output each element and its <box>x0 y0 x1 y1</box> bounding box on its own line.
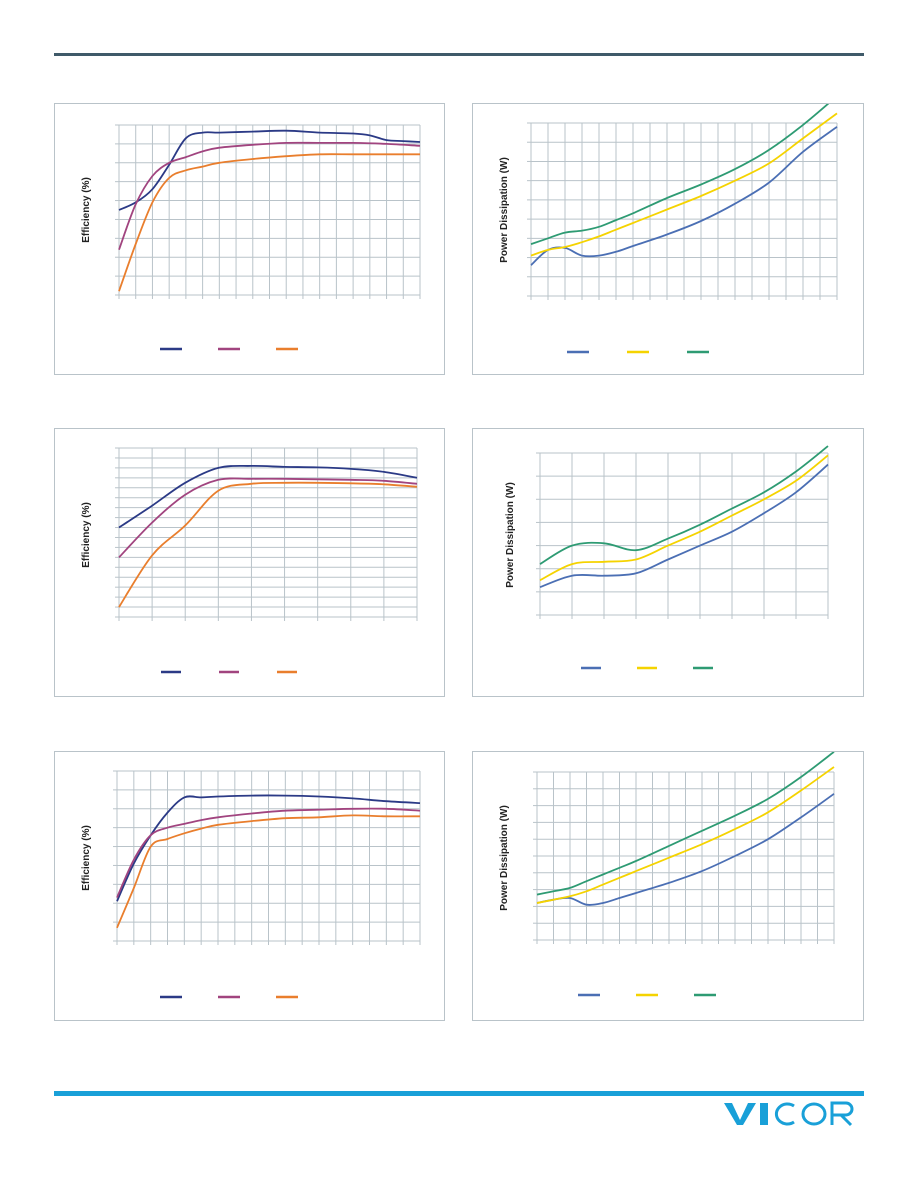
chart-svg: Power Dissipation (W) <box>499 752 835 997</box>
series-line-1 <box>118 129 421 211</box>
efficiency-chart-1: Efficiency (%) <box>54 103 445 375</box>
series-line-1 <box>539 463 829 589</box>
series-line-2 <box>536 766 835 904</box>
dissipation-chart-1: Power Dissipation (W) <box>472 103 864 375</box>
series-line-2 <box>539 454 829 582</box>
y-axis-label: Power Dissipation (W) <box>499 805 510 911</box>
series-line-3 <box>118 153 420 292</box>
y-axis-label: Power Dissipation (W) <box>499 157 510 263</box>
series-line-2 <box>530 112 838 257</box>
dissipation-chart-2: Power Dissipation (W) <box>472 428 864 697</box>
series-line-3 <box>530 104 830 245</box>
chart-svg: Power Dissipation (W) <box>505 445 829 670</box>
header-rule <box>54 53 864 56</box>
series-line-2 <box>118 141 421 251</box>
vicor-logo-mark <box>724 1101 854 1127</box>
series-line-3 <box>118 481 418 608</box>
series-line-1 <box>536 793 835 906</box>
series-line-1 <box>118 464 418 529</box>
efficiency-chart-3: Efficiency (%) <box>54 751 445 1021</box>
series-line-2 <box>116 807 421 898</box>
series-line-2 <box>118 477 418 559</box>
series-line-3 <box>539 445 829 565</box>
chart-svg: Efficiency (%) <box>81 447 418 674</box>
chart-svg: Efficiency (%) <box>81 124 421 351</box>
chart-svg: Efficiency (%) <box>81 770 421 999</box>
y-axis-label: Efficiency (%) <box>81 177 92 243</box>
efficiency-chart-2: Efficiency (%) <box>54 428 445 697</box>
y-axis-label: Efficiency (%) <box>81 825 92 891</box>
vicor-logo <box>724 1101 854 1127</box>
series-line-3 <box>536 752 835 896</box>
y-axis-label: Efficiency (%) <box>81 502 92 568</box>
y-axis-label: Power Dissipation (W) <box>505 482 516 588</box>
dissipation-chart-3: Power Dissipation (W) <box>472 751 864 1021</box>
series-line-3 <box>116 814 421 929</box>
chart-svg: Power Dissipation (W) <box>499 104 838 354</box>
footer-rule <box>54 1091 864 1096</box>
